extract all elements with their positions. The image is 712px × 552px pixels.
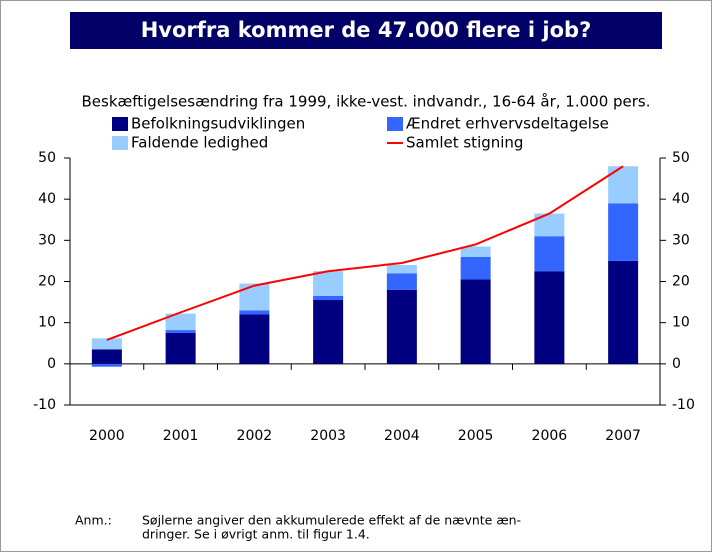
y-tick-label: 30	[38, 232, 56, 248]
bar-segment	[313, 300, 344, 364]
bar-segment	[386, 289, 417, 364]
y2-tick-label: 0	[672, 356, 681, 372]
bar-segment	[239, 283, 270, 311]
legend-swatch	[112, 117, 128, 131]
bar-segment	[386, 265, 417, 274]
bar-segment	[534, 213, 565, 237]
bar-segment	[165, 313, 196, 331]
bar-segment	[239, 310, 270, 315]
bar-segment	[534, 271, 565, 364]
bar-segment	[534, 236, 565, 272]
bar-segment	[460, 256, 491, 280]
bar-segment	[239, 314, 270, 364]
y2-tick-label: 20	[672, 274, 690, 290]
y2-tick-label: 30	[672, 232, 690, 248]
y-tick-label: 20	[38, 274, 56, 290]
y-tick-label: -10	[33, 397, 56, 413]
x-tick-label: 2007	[605, 428, 641, 444]
title-box	[70, 12, 662, 49]
x-tick-label: 2002	[237, 428, 273, 444]
x-tick-label: 2000	[89, 428, 125, 444]
bar-segment	[608, 203, 639, 261]
y-tick-label: 50	[38, 150, 56, 166]
y2-tick-label: 10	[672, 315, 690, 331]
subtitle: Beskæftigelsesændring fra 1999, ikke-ves…	[81, 93, 650, 111]
bar-segment	[91, 338, 122, 350]
legend-swatch	[112, 136, 128, 150]
y-tick-label: 40	[38, 191, 56, 207]
x-tick-label: 2004	[384, 428, 420, 444]
bar-segment	[165, 332, 196, 364]
line-series	[106, 165, 624, 341]
y-tick-label: 10	[38, 315, 56, 331]
bar-segment	[386, 273, 417, 290]
x-tick-label: 2001	[163, 428, 199, 444]
bar-segment	[460, 246, 491, 257]
legend-swatch	[387, 117, 403, 131]
y2-tick-label: -10	[672, 397, 695, 413]
note-text: Søjlerne angiver den akkumulerede effekt…	[142, 513, 521, 528]
bar-segment	[460, 279, 491, 364]
y2-tick-label: 50	[672, 150, 690, 166]
note-label: Anm.:	[75, 513, 112, 528]
bar-segment	[313, 295, 344, 301]
x-tick-label: 2003	[310, 428, 346, 444]
note-text: dringer. Se i øvrigt anm. til figur 1.4.	[142, 527, 370, 542]
bar-segment	[91, 349, 122, 364]
legend-label: Ændret erhvervsdeltagelse	[406, 115, 609, 133]
x-tick-label: 2005	[458, 428, 494, 444]
chart-title: Hvorfra kommer de 47.000 flere i job?	[141, 18, 592, 42]
y-tick-label: 0	[47, 356, 56, 372]
note-text: Danmarks Statistik, RAS og egne beregnin…	[142, 551, 431, 552]
x-tick-label: 2006	[532, 428, 568, 444]
bar-segment	[165, 330, 196, 333]
bar-segment	[313, 271, 344, 296]
legend-label: Samlet stigning	[406, 134, 523, 152]
bar-segment	[91, 363, 122, 367]
legend-label: Befolkningsudviklingen	[131, 115, 305, 133]
legend-label: Faldende ledighed	[131, 134, 268, 152]
note-label: Kilde.:	[75, 551, 114, 552]
y2-tick-label: 40	[672, 191, 690, 207]
bar-segment	[608, 260, 639, 364]
